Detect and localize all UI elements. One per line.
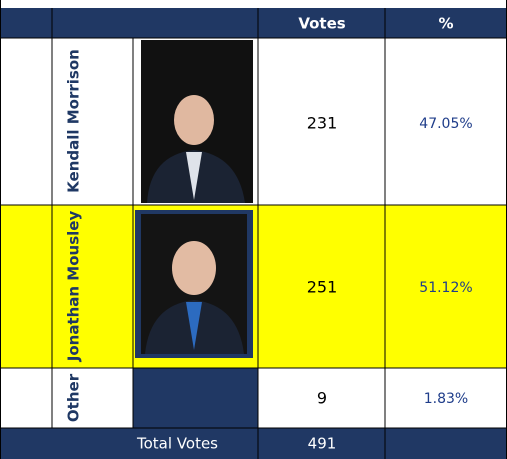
total-votes: 491	[308, 435, 337, 453]
photo	[135, 210, 253, 358]
votes: 251	[307, 278, 338, 297]
row	[0, 205, 507, 368]
photo-placeholder	[133, 368, 258, 428]
header-percent: %	[438, 15, 453, 33]
candidate-name: Kendall Morrison	[65, 49, 83, 193]
percent: 1.83%	[424, 391, 468, 407]
percent: 47.05%	[419, 116, 472, 132]
total-label: Total Votes	[136, 435, 218, 453]
votes: 9	[317, 389, 327, 408]
candidate-name: Jonathan Mousley	[65, 211, 83, 363]
photo	[141, 40, 253, 203]
percent: 51.12%	[419, 280, 472, 296]
votes: 231	[307, 114, 338, 133]
header-votes: Votes	[298, 15, 345, 33]
candidate-name: Other	[65, 373, 83, 422]
row	[0, 38, 507, 205]
header-row	[0, 8, 507, 38]
total-row	[0, 428, 507, 459]
